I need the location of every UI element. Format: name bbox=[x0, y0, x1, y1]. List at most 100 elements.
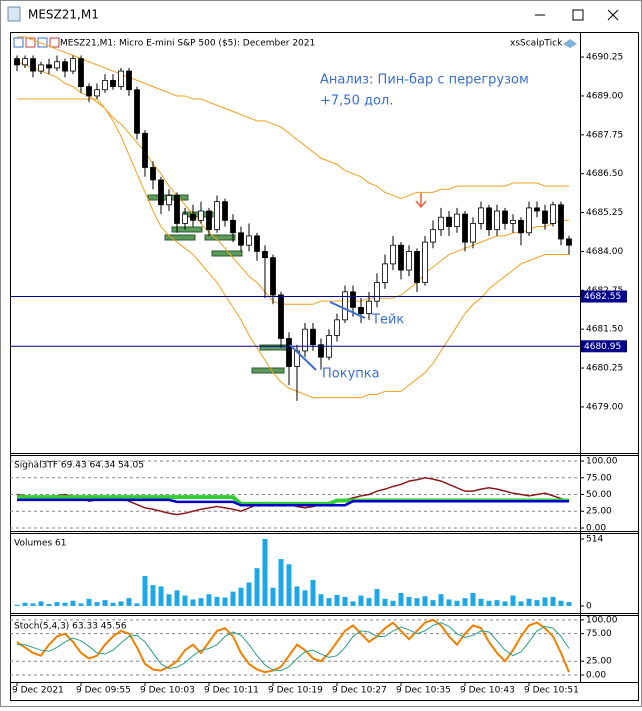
y-tick-label: 100.00 bbox=[586, 615, 618, 625]
candle-body bbox=[302, 328, 308, 352]
candle-body bbox=[446, 216, 452, 227]
candle-body bbox=[454, 213, 460, 227]
candle-body bbox=[62, 61, 68, 72]
candle-body bbox=[118, 70, 124, 88]
volume-bar bbox=[382, 598, 388, 606]
candle-body bbox=[110, 80, 116, 88]
volume-bar bbox=[246, 582, 252, 606]
candle-body bbox=[310, 328, 316, 346]
volume-bar bbox=[518, 601, 524, 606]
panel-label: Stoch(5,4,3) 63.33 45.56 bbox=[14, 622, 127, 632]
volume-bar bbox=[462, 598, 468, 606]
window-icon bbox=[7, 6, 21, 22]
toolbar-icon[interactable] bbox=[49, 37, 60, 48]
window-title: MESZ21,M1 bbox=[28, 8, 99, 22]
level-box bbox=[204, 234, 236, 241]
candle-body bbox=[486, 207, 492, 231]
candle-body bbox=[542, 210, 548, 224]
annotation: Тейк bbox=[371, 313, 404, 328]
candle-body bbox=[422, 241, 428, 283]
volume-bar bbox=[166, 594, 172, 606]
candle-body bbox=[238, 232, 244, 246]
volume-bar bbox=[398, 592, 404, 606]
volume-bar bbox=[110, 602, 116, 606]
candle-body bbox=[94, 89, 100, 97]
volume-bar bbox=[510, 595, 516, 606]
volume-bar bbox=[134, 603, 140, 606]
volume-bar bbox=[302, 590, 308, 606]
close-button[interactable] bbox=[607, 9, 619, 21]
volume-bar bbox=[342, 596, 348, 606]
candle-body bbox=[158, 179, 164, 206]
candle-body bbox=[134, 89, 140, 134]
candle-body bbox=[70, 58, 76, 72]
annotation: +7,50 дол. bbox=[320, 94, 393, 109]
candle-body bbox=[78, 58, 84, 88]
x-tick-label: 9 Dec 10:03 bbox=[140, 686, 195, 696]
volume-bar bbox=[294, 586, 300, 606]
toolbar-icon[interactable] bbox=[13, 37, 24, 48]
volume-bar bbox=[286, 564, 292, 606]
volume-bar bbox=[126, 598, 132, 606]
indicator-line bbox=[16, 618, 570, 674]
candle-body bbox=[174, 195, 180, 224]
x-tick-label: 9 Dec 10:27 bbox=[332, 686, 387, 696]
volume-bar bbox=[318, 594, 324, 606]
toolbar-icon[interactable] bbox=[37, 37, 48, 48]
candle-body bbox=[558, 204, 564, 240]
volume-bar bbox=[550, 596, 556, 606]
chart-toolbar-icons[interactable] bbox=[13, 37, 60, 48]
level-box bbox=[171, 226, 203, 233]
candle-body bbox=[374, 282, 380, 302]
x-tick-label: 9 Dec 10:11 bbox=[204, 686, 259, 696]
candle-body bbox=[22, 58, 28, 66]
indicator-line bbox=[16, 61, 569, 305]
volume-bar bbox=[526, 598, 532, 606]
maximize-button[interactable] bbox=[572, 9, 584, 21]
volume-bar bbox=[86, 598, 92, 606]
price-level-tag bbox=[581, 340, 627, 353]
toolbar-icon[interactable] bbox=[25, 37, 36, 48]
arrows bbox=[289, 193, 427, 371]
candle-body bbox=[150, 167, 156, 181]
indicator-icon bbox=[563, 39, 577, 48]
panel-label: Signal3TF 69.43 64.34 54.05 bbox=[14, 461, 144, 471]
y-tick-label: 0.00 bbox=[586, 670, 606, 680]
y-tick-label: 4685.25 bbox=[586, 208, 623, 218]
volume-bar bbox=[502, 601, 508, 606]
y-tick-label: 0 bbox=[586, 601, 592, 611]
volume-bar bbox=[182, 595, 188, 606]
x-tick-label: 9 Dec 10:35 bbox=[396, 686, 451, 696]
window-buttons[interactable] bbox=[535, 9, 619, 21]
candle-body bbox=[390, 244, 396, 265]
candle-body bbox=[286, 338, 292, 367]
price-level-label: 4680.95 bbox=[584, 342, 621, 352]
volume-bar bbox=[406, 596, 412, 606]
volume-bar bbox=[270, 587, 276, 606]
volume-bar bbox=[190, 599, 196, 606]
volume-bar bbox=[158, 586, 164, 606]
volume-bar bbox=[350, 601, 356, 606]
candle-body bbox=[342, 291, 348, 321]
signal-arrow bbox=[415, 193, 427, 209]
candle-body bbox=[318, 344, 324, 358]
y-tick-label: 514 bbox=[586, 534, 603, 544]
candle-body bbox=[30, 58, 36, 72]
candle-body bbox=[550, 204, 556, 224]
volume-bar bbox=[230, 591, 236, 606]
candle-body bbox=[102, 80, 108, 91]
chart-title: MESZ21,M1: Micro E-mini S&P 500 ($5): De… bbox=[60, 39, 315, 49]
indicator-name: xsScalpTick bbox=[510, 39, 563, 49]
candle-body bbox=[350, 291, 356, 308]
candle-body bbox=[254, 235, 260, 252]
volume-bar bbox=[70, 600, 76, 606]
level-box bbox=[211, 250, 243, 257]
candle-body bbox=[526, 207, 532, 234]
annotation: Покупка bbox=[322, 367, 380, 382]
candle-body bbox=[502, 210, 508, 224]
y-tick-label: 4686.50 bbox=[586, 169, 623, 179]
candle-body bbox=[166, 195, 172, 206]
candle-body bbox=[366, 300, 372, 315]
candle-body bbox=[494, 210, 500, 231]
